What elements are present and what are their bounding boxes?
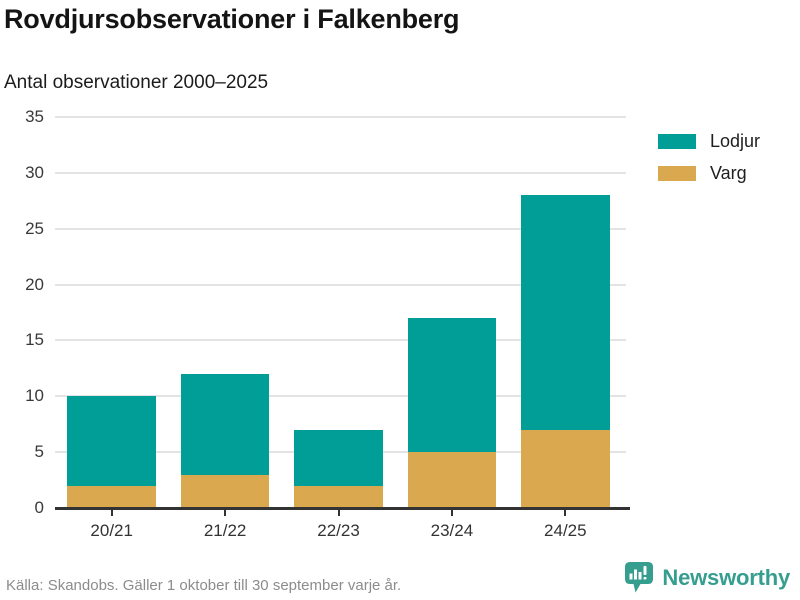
x-axis-cell: 22/23: [282, 509, 395, 541]
chart-subtitle: Antal observationer 2000–2025: [4, 72, 269, 93]
x-axis-cell: 24/25: [509, 509, 622, 541]
y-tick-label: 25: [25, 218, 44, 238]
x-tick-label: 22/23: [317, 521, 360, 540]
legend-swatch: [658, 134, 696, 149]
x-tick-label: 21/22: [203, 521, 247, 540]
gridline: [55, 227, 626, 230]
bar-segment-lodjur: [180, 373, 270, 475]
x-tick-mark: [564, 509, 567, 516]
page-title: Rovdjursobservationer i Falkenberg: [4, 4, 460, 34]
x-tick-mark: [224, 509, 227, 516]
y-tick-label: 30: [25, 162, 44, 182]
x-tick-label: 20/21: [90, 521, 133, 540]
gridline: [55, 116, 626, 118]
bar-segment-varg: [67, 485, 156, 508]
plot-area: [55, 116, 630, 510]
y-tick-label: 35: [25, 107, 44, 126]
legend-swatch: [658, 166, 696, 181]
gridline: [55, 171, 626, 174]
bars-container: [55, 117, 622, 508]
bar-stack: [67, 396, 156, 508]
x-axis-labels: 20/21 21/22 22/23 23/24 24/25: [55, 509, 622, 541]
bar-segment-lodjur: [67, 396, 156, 486]
bar-segment-lodjur: [407, 318, 497, 453]
bar-segment-varg: [407, 452, 497, 508]
x-axis-line: [55, 507, 630, 510]
legend-label: Lodjur: [710, 131, 761, 151]
brand-footer: Newsworthy: [624, 561, 790, 594]
x-axis-cell: 20/21: [55, 509, 168, 541]
x-tick-mark: [450, 509, 453, 516]
gridline: [55, 283, 626, 286]
legend-label: Varg: [710, 163, 747, 183]
gridline: [55, 395, 626, 398]
bar-segment-lodjur: [294, 429, 383, 486]
bar-segment-varg: [294, 485, 383, 508]
x-tick-mark: [110, 509, 113, 516]
x-axis-cell: 23/24: [395, 509, 508, 541]
x-tick-label: 23/24: [430, 521, 474, 540]
bar-stack: [180, 373, 270, 508]
bar-column: [395, 117, 508, 508]
y-tick-label: 0: [34, 498, 44, 517]
brand-wordmark: Newsworthy: [662, 564, 790, 590]
bar-column: [282, 117, 395, 508]
bar-column: [168, 117, 281, 508]
bar-segment-varg: [521, 429, 610, 508]
newsworthy-logo-icon: [624, 561, 654, 594]
gridline: [55, 339, 626, 342]
bar-column: [509, 117, 622, 508]
y-tick-label: 5: [34, 442, 44, 462]
source-note: Källa: Skandobs. Gäller 1 oktober till 3…: [6, 577, 402, 594]
y-tick-label: 15: [25, 330, 44, 350]
bar-stack: [407, 318, 497, 508]
bar-stack: [521, 195, 610, 508]
x-tick-label: 24/25: [544, 521, 587, 540]
bar-column: [55, 117, 168, 508]
legend-item-lodjur: Lodjur: [658, 131, 760, 152]
y-axis-labels: 0 5 10 15 20 25 30 35: [0, 107, 44, 517]
x-axis-cell: 21/22: [168, 509, 281, 541]
y-tick-label: 10: [25, 386, 44, 406]
legend-item-varg: Varg: [658, 163, 760, 184]
bar-stack: [294, 429, 383, 508]
legend: Lodjur Varg: [658, 131, 760, 195]
x-tick-mark: [337, 509, 340, 516]
y-tick-label: 20: [25, 274, 44, 294]
bar-segment-varg: [180, 474, 270, 508]
bar-segment-lodjur: [521, 195, 610, 430]
